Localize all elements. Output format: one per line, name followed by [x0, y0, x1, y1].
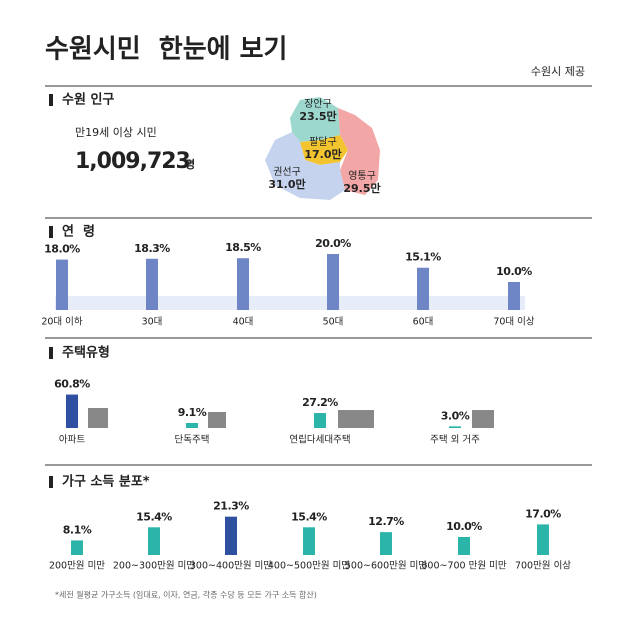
value-label: 15.4%: [291, 510, 327, 523]
category-label: 40대: [233, 317, 254, 328]
population-label: 만19세 이상 시민: [75, 126, 157, 139]
title: 수원시민 한눈에 보기: [45, 35, 287, 65]
bar: [380, 532, 392, 555]
bar: [66, 394, 78, 428]
map: [265, 97, 380, 200]
category-label: 700만원 이상: [515, 561, 571, 572]
district-name: 권선구: [273, 166, 301, 178]
icon: [338, 410, 374, 428]
bar: [148, 527, 160, 555]
category-label: 아파트: [59, 435, 85, 446]
bar: [327, 254, 339, 310]
value-label: 15.4%: [136, 510, 172, 523]
category-label: 60대: [413, 317, 434, 328]
section-heading: 연 령: [62, 225, 95, 240]
section-heading: 주택유형: [62, 345, 110, 361]
population-total: 1,009,723: [75, 149, 190, 174]
value-label: 18.5%: [225, 241, 261, 254]
footnote: *세전 월평균 가구소득 (임대료, 이자, 연금, 각종 수당 등 모든 가구…: [55, 590, 317, 600]
category-label: 50대: [323, 317, 344, 328]
bar: [303, 527, 315, 555]
district-name: 장안구: [304, 98, 332, 110]
section-heading: 수원 인구: [62, 92, 114, 108]
timeline-band: [55, 296, 525, 310]
bar: [417, 267, 429, 310]
bar: [225, 516, 237, 555]
district-gwonseon: [265, 132, 345, 200]
section-marker: [49, 347, 53, 359]
icon: [88, 408, 108, 428]
section-marker: [49, 226, 53, 238]
icon: [472, 410, 494, 428]
category-label: 600~700 만원 미만: [421, 561, 506, 572]
value-label: 10.0%: [496, 265, 532, 278]
value-label: 21.3%: [213, 500, 249, 513]
district-value: 17.0만: [304, 147, 341, 161]
category-label: 70대 이상: [493, 317, 535, 328]
value-label: 15.1%: [405, 251, 441, 264]
category-label: 200~300만원 미만: [113, 561, 195, 572]
value-label: 20.0%: [315, 237, 351, 250]
value-label: 10.0%: [446, 520, 482, 533]
bar: [56, 259, 68, 310]
value-label: 3.0%: [441, 409, 470, 422]
population-unit: 명: [185, 157, 195, 171]
value-label: 18.0%: [44, 243, 80, 256]
bar: [458, 537, 470, 555]
bar: [537, 524, 549, 555]
value-label: 60.8%: [54, 378, 90, 391]
category-label: 20대 이하: [41, 316, 83, 328]
district-name: 영통구: [348, 170, 376, 182]
district-value: 23.5만: [299, 109, 336, 123]
category-label: 400~500만원 미만: [268, 561, 350, 572]
bar: [186, 422, 198, 428]
bar: [449, 426, 461, 428]
category-label: 단독주택: [175, 435, 210, 446]
bar: [508, 282, 520, 310]
value-label: 27.2%: [302, 396, 338, 409]
category-label: 500~600만원 미만: [345, 561, 427, 572]
value-label: 8.1%: [63, 523, 92, 536]
bar: [146, 258, 158, 310]
district-jangan: [290, 97, 340, 142]
district-value: 29.5만: [343, 181, 380, 195]
source: 수원시 제공: [531, 65, 585, 78]
value-label: 12.7%: [368, 515, 404, 528]
district-name: 팔달구: [309, 136, 337, 148]
section-marker: [49, 476, 53, 488]
district-yeongtong: [338, 108, 380, 195]
district-paldal: [300, 135, 348, 165]
section-heading: 가구 소득 분포*: [62, 475, 150, 490]
section-marker: [49, 94, 53, 106]
category-label: 200만원 미만: [49, 561, 105, 572]
icon: [208, 412, 226, 428]
bar: [237, 258, 249, 310]
value-label: 9.1%: [178, 406, 207, 419]
bar: [314, 413, 326, 428]
category-label: 연립다세대주택: [289, 434, 350, 446]
category-label: 주택 외 거주: [430, 434, 480, 446]
district-value: 31.0만: [268, 177, 305, 191]
value-label: 17.0%: [525, 507, 561, 520]
bar: [71, 540, 83, 555]
category-label: 300~400만원 미만: [190, 561, 272, 572]
category-label: 30대: [142, 317, 163, 328]
value-label: 18.3%: [134, 242, 170, 255]
